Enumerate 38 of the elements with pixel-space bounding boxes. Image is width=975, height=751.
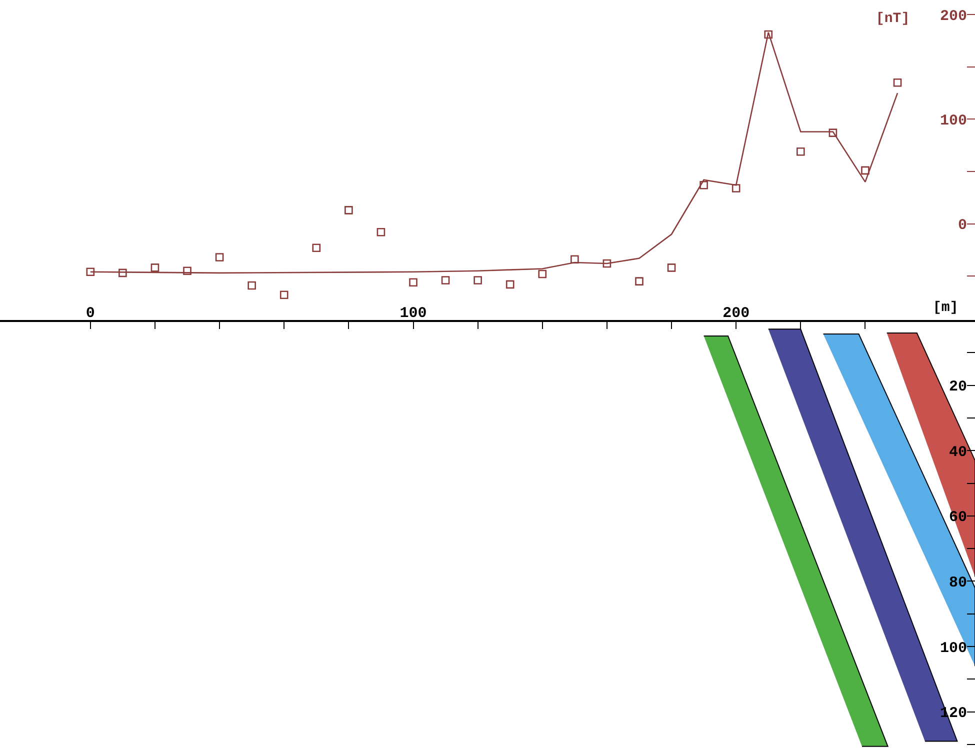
point bbox=[893, 78, 902, 87]
point bbox=[764, 30, 773, 39]
y-tick-label: 80 bbox=[948, 574, 967, 592]
point bbox=[248, 281, 256, 290]
x-tick-label: 100 bbox=[400, 305, 427, 322]
point bbox=[828, 128, 838, 137]
y-tick-label: 100 bbox=[940, 640, 967, 657]
point bbox=[312, 244, 321, 252]
point bbox=[215, 253, 224, 262]
point bbox=[602, 259, 612, 268]
y-tick-label: 100 bbox=[940, 112, 967, 130]
point bbox=[732, 184, 740, 192]
point bbox=[474, 276, 482, 284]
point bbox=[280, 290, 288, 300]
point bbox=[376, 228, 386, 236]
point bbox=[409, 278, 418, 286]
x-tick-label: 200 bbox=[722, 305, 750, 322]
point bbox=[506, 280, 514, 289]
point bbox=[183, 266, 192, 275]
y-tick-label: 0 bbox=[958, 217, 967, 234]
x-tick-label: 0 bbox=[86, 305, 95, 322]
y-tick-label: 200 bbox=[940, 8, 967, 25]
point bbox=[538, 270, 547, 278]
y-tick-label: 40 bbox=[948, 444, 967, 461]
point bbox=[796, 147, 805, 156]
point bbox=[635, 277, 644, 286]
point bbox=[700, 180, 708, 190]
point bbox=[570, 255, 579, 264]
point bbox=[441, 276, 450, 284]
point bbox=[344, 206, 353, 214]
point bbox=[150, 264, 160, 272]
point bbox=[118, 268, 127, 278]
point bbox=[86, 268, 95, 276]
point bbox=[667, 264, 676, 272]
y-axis-title: [nT] bbox=[876, 11, 910, 27]
y-tick-label: 20 bbox=[948, 378, 967, 396]
x-axis-title: [m] bbox=[933, 300, 958, 316]
point bbox=[861, 166, 870, 175]
